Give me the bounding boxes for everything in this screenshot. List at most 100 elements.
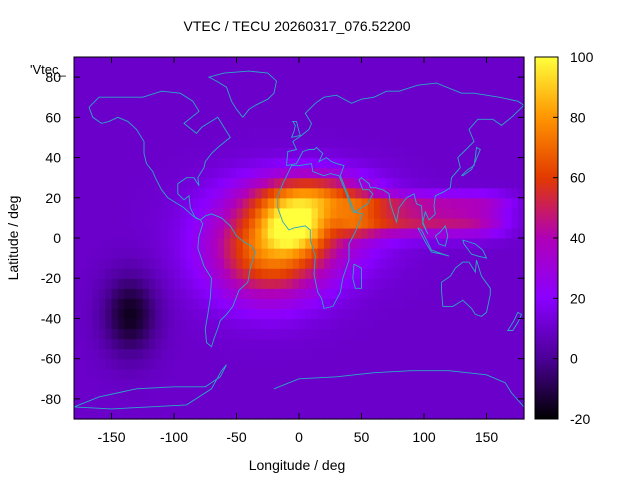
heat-cell — [86, 147, 94, 159]
heat-cell — [86, 167, 94, 179]
heat-cell — [199, 278, 206, 289]
heat-cell — [236, 117, 244, 128]
heat-cell — [467, 338, 475, 350]
heat-cell — [80, 77, 88, 88]
heat-cell — [492, 207, 500, 219]
heat-cell — [142, 298, 150, 309]
heat-cell — [211, 348, 219, 360]
heat-cell — [261, 147, 269, 159]
heat-cell — [317, 328, 325, 340]
heat-cell — [511, 248, 519, 259]
heat-cell — [324, 207, 331, 219]
heat-cell — [161, 378, 169, 390]
heat-cell — [261, 408, 269, 420]
heat-cell — [292, 227, 300, 239]
heat-cell — [330, 378, 338, 390]
heat-cell — [205, 358, 213, 370]
heat-cell — [317, 238, 325, 249]
heat-cell — [142, 67, 150, 78]
heat-cell — [417, 227, 425, 239]
heat-cell — [380, 157, 388, 169]
heat-cell — [424, 288, 431, 299]
colorbar-tick-label: 40 — [570, 230, 586, 246]
heat-cell — [361, 217, 369, 229]
heat-cell — [236, 318, 244, 330]
heat-cell — [292, 167, 300, 179]
heat-cell — [111, 127, 119, 139]
heat-cell — [417, 127, 425, 139]
heat-cell — [467, 268, 475, 279]
heat-cell — [311, 217, 319, 229]
heat-cell — [155, 127, 163, 139]
heat-cell — [505, 248, 513, 259]
heat-cell — [474, 107, 481, 118]
heat-cell — [149, 248, 156, 259]
heat-cell — [324, 77, 331, 88]
heat-cell — [336, 127, 344, 139]
heat-cell — [392, 258, 400, 269]
heat-cell — [517, 248, 525, 259]
heat-cell — [492, 248, 500, 259]
heat-cell — [311, 177, 319, 189]
heat-cell — [517, 408, 525, 420]
heat-cell — [349, 278, 356, 289]
heat-cell — [211, 338, 219, 350]
heat-cell — [380, 137, 388, 149]
heat-cell — [311, 67, 319, 78]
heat-cell — [186, 107, 194, 118]
heat-cell — [280, 127, 288, 139]
heat-cell — [361, 117, 369, 128]
heat-cell — [467, 137, 475, 149]
heat-cell — [224, 268, 231, 279]
heat-cell — [180, 217, 188, 229]
heat-cell — [199, 127, 206, 139]
heat-cell — [174, 248, 181, 259]
heat-cell — [430, 177, 438, 189]
heat-cell — [230, 127, 238, 139]
heat-cell — [267, 97, 275, 108]
heat-cell — [511, 378, 519, 390]
heat-cell — [167, 197, 175, 209]
heat-cell — [324, 408, 331, 420]
heat-cell — [292, 197, 300, 209]
heat-cell — [242, 147, 250, 159]
heat-cell — [424, 167, 431, 179]
heat-cell — [292, 67, 300, 78]
heat-cell — [299, 288, 306, 299]
heat-cell — [174, 368, 181, 380]
heat-cell — [424, 97, 431, 108]
coastline — [273, 370, 525, 408]
heat-cell — [86, 177, 94, 189]
heat-cell — [442, 137, 450, 149]
heat-cell — [330, 97, 338, 108]
heat-cell — [330, 187, 338, 199]
heat-cell — [417, 157, 425, 169]
heat-cell — [417, 288, 425, 299]
heat-cell — [192, 268, 200, 279]
heat-cell — [205, 157, 213, 169]
heat-cell — [161, 207, 169, 219]
heat-cell — [486, 238, 494, 249]
heat-cell — [261, 127, 269, 139]
heat-cell — [317, 348, 325, 360]
heat-cell — [417, 318, 425, 330]
heat-cell — [367, 408, 375, 420]
heat-cell — [499, 207, 506, 219]
heat-cell — [99, 127, 106, 139]
heat-cell — [149, 207, 156, 219]
heat-cell — [449, 388, 456, 400]
heat-cell — [117, 408, 125, 420]
heat-cell — [349, 207, 356, 219]
heat-cell — [455, 368, 463, 380]
heat-cell — [217, 127, 225, 139]
heat-cell — [180, 348, 188, 360]
heat-cell — [274, 107, 281, 118]
heat-cell — [486, 308, 494, 320]
heat-cell — [305, 278, 313, 289]
heat-cell — [455, 117, 463, 128]
heat-cell — [224, 227, 231, 239]
heat-cell — [424, 278, 431, 289]
heat-cell — [480, 197, 488, 209]
heat-cell — [274, 177, 281, 189]
heat-cell — [242, 217, 250, 229]
